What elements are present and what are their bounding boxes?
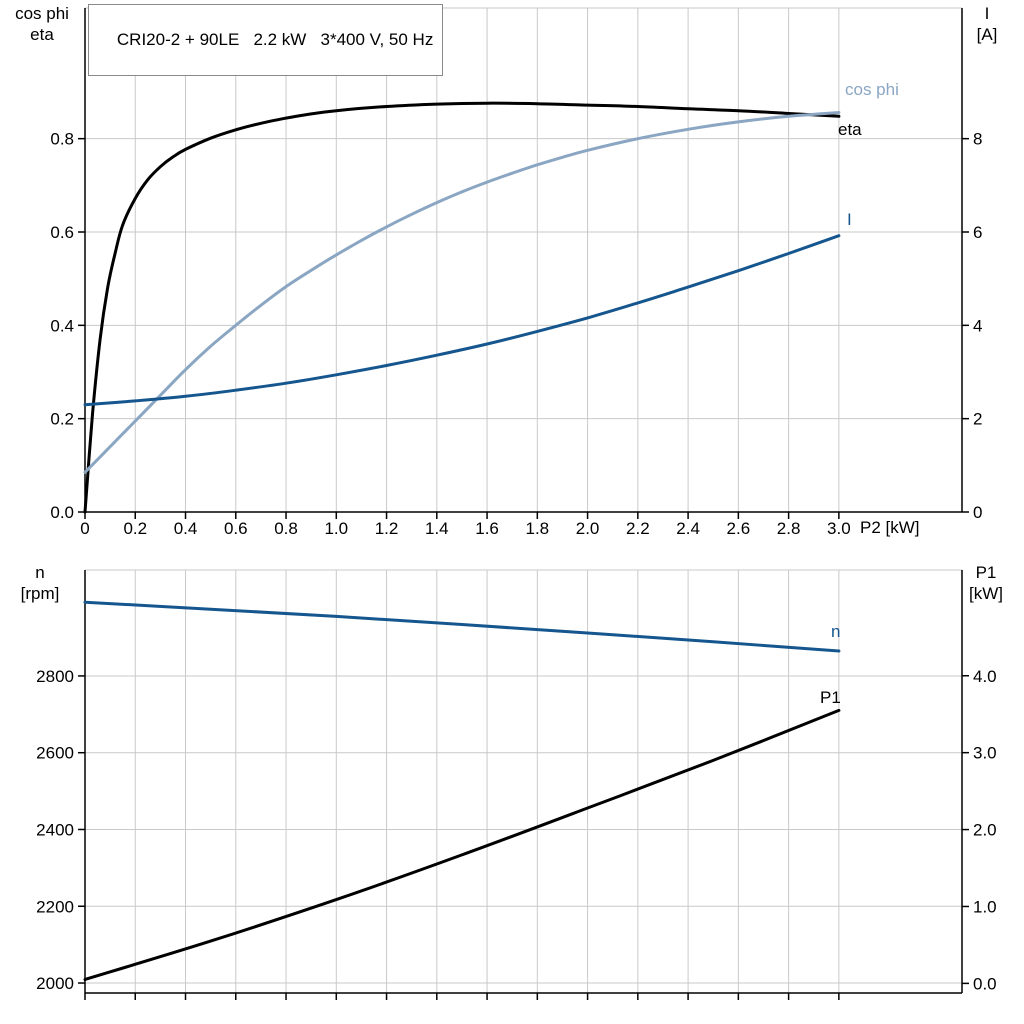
right-tick-label: 6 [973, 223, 982, 242]
axis-label-speed: n [35, 563, 45, 582]
chart-title-box: CRI20-2 + 90LE 2.2 kW 3*400 V, 50 Hz [88, 4, 444, 76]
bottom-left-axis-title: n [rpm] [4, 562, 76, 604]
left-tick-label: 0.8 [50, 130, 74, 149]
right-tick-label: 8 [973, 130, 982, 149]
left-tick-label: 2400 [36, 820, 74, 839]
current-curve-label: I [847, 210, 852, 229]
eta-curve-label: eta [838, 120, 862, 139]
x-tick-label: 1.8 [526, 519, 550, 538]
left-tick-label: 0.4 [50, 316, 74, 335]
x-tick-label: 0.4 [174, 519, 198, 538]
x-tick-label: 0.6 [224, 519, 248, 538]
right-tick-label: 3.0 [973, 744, 997, 763]
series-line-cos-phi [83, 111, 841, 474]
right-tick-label: 2 [973, 410, 982, 429]
left-tick-label: 0.6 [50, 223, 74, 242]
x-tick-label: 0.2 [123, 519, 147, 538]
right-tick-label: 4.0 [973, 667, 997, 686]
cos-phi-curve-label: cos phi [845, 80, 899, 99]
x-tick-label: 3.0 [827, 519, 851, 538]
x-tick-label: 2.0 [576, 519, 600, 538]
top-right-axis-title: I [A] [955, 3, 1019, 45]
left-tick-label: 2200 [36, 897, 74, 916]
x-axis-title: P2 [kW] [860, 517, 970, 538]
axis-label-rpm-unit: [rpm] [20, 584, 60, 603]
x-tick-label: 0.8 [274, 519, 298, 538]
left-tick-label: 2800 [36, 667, 74, 686]
p1-curve-label: P1 [820, 688, 841, 707]
right-tick-label: 1.0 [973, 897, 997, 916]
series-line-I [83, 234, 841, 407]
x-tick-label: 1.2 [375, 519, 399, 538]
axis-label-ampere-unit: [A] [976, 25, 998, 44]
left-tick-label: 2000 [36, 974, 74, 993]
right-tick-label: 4 [973, 316, 982, 335]
x-tick-label: 1.4 [425, 519, 449, 538]
axis-label-p1: P1 [975, 563, 997, 582]
right-tick-label: 0.0 [973, 974, 997, 993]
axis-label-eta: eta [30, 25, 54, 44]
x-tick-label: 2.8 [777, 519, 801, 538]
right-tick-label: 2.0 [973, 821, 997, 840]
axis-label-current: I [984, 4, 990, 23]
chart-title: CRI20-2 + 90LE 2.2 kW 3*400 V, 50 Hz [116, 30, 434, 49]
left-tick-label: 0.2 [50, 410, 74, 429]
x-tick-label: 2.6 [727, 519, 751, 538]
x-tick-label: 2.2 [626, 519, 650, 538]
top-left-axis-title: cos phi eta [4, 3, 80, 45]
x-tick-label: 0 [80, 519, 89, 538]
x-tick-label: 1.6 [475, 519, 499, 538]
speed-curve-label: n [831, 622, 841, 641]
axis-label-kw-unit: [kW] [969, 584, 1003, 603]
series-line-eta [83, 101, 841, 514]
left-tick-label: 0.0 [50, 503, 74, 522]
left-tick-label: 2600 [36, 744, 74, 763]
bottom-right-axis-title: P1 [kW] [952, 562, 1020, 604]
series-line-n [83, 600, 841, 653]
x-tick-label: 2.4 [676, 519, 700, 538]
x-tick-label: 1.0 [324, 519, 348, 538]
axis-label-p2: P2 [kW] [860, 518, 920, 537]
series-line-P1 [83, 708, 841, 981]
axis-label-cos-phi: cos phi [15, 4, 69, 23]
right-tick-label: 0 [973, 503, 982, 522]
